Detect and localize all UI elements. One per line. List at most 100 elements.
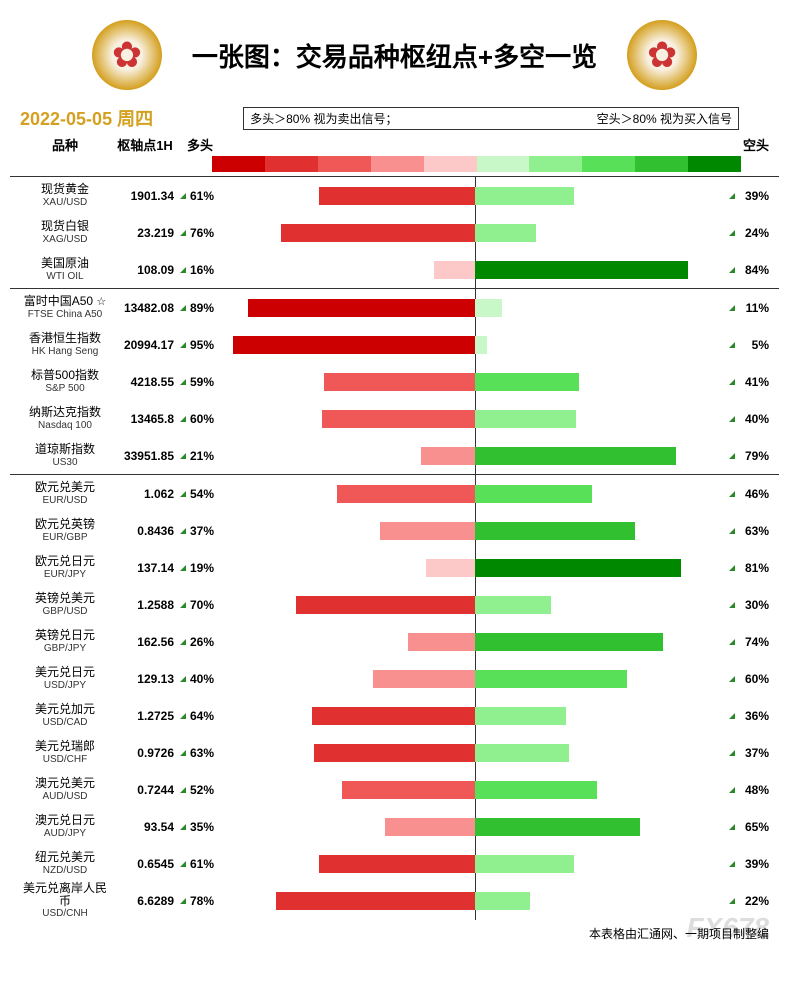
bear-bar	[475, 485, 592, 503]
bear-pct: 39%	[729, 189, 769, 203]
table-row: 现货黄金XAU/USD1901.3461%39%	[10, 177, 779, 214]
gradient-legend	[212, 156, 741, 172]
instrument-name: 富时中国A50 ☆FTSE China A50	[20, 295, 110, 319]
bear-bar	[475, 892, 531, 910]
bear-bar	[475, 410, 577, 428]
bull-bar	[337, 485, 474, 503]
instrument-name: 纽元兑美元NZD/USD	[20, 851, 110, 875]
instrument-name: 美元兑瑞郎USD/CHF	[20, 740, 110, 764]
bull-bar	[281, 224, 474, 242]
bar-area	[220, 373, 729, 391]
instrument-name: 美元兑日元USD/JPY	[20, 666, 110, 690]
gradient-seg-red	[212, 156, 265, 172]
date-row: 2022-05-05 周四 多头＞80% 视为卖出信号； 空头＞80% 视为买入…	[10, 105, 779, 131]
bar-area	[220, 336, 729, 354]
bear-bar	[475, 707, 567, 725]
bull-bar	[324, 373, 474, 391]
pivot-value: 162.56	[110, 635, 180, 649]
bear-pct: 65%	[729, 820, 769, 834]
bull-bar	[233, 336, 475, 354]
table-row: 美元兑加元USD/CAD1.272564%36%	[10, 697, 779, 734]
bear-bar	[475, 633, 663, 651]
pivot-value: 108.09	[110, 263, 180, 277]
table-row: 欧元兑日元EUR/JPY137.1419%81%	[10, 549, 779, 586]
bull-pct: 95%	[180, 338, 220, 352]
bear-bar	[475, 818, 640, 836]
header-pivot: 枢轴点1H	[110, 135, 180, 154]
bear-pct: 41%	[729, 375, 769, 389]
table-body: 现货黄金XAU/USD1901.3461%39%现货白银XAG/USD23.21…	[10, 176, 779, 919]
pivot-value: 1.062	[110, 487, 180, 501]
table-row: 纳斯达克指数Nasdaq 10013465.860%40%	[10, 400, 779, 437]
bear-bar	[475, 187, 574, 205]
table-row: 美元兑离岸人民币USD/CNH6.628978%22%	[10, 882, 779, 919]
bull-pct: 21%	[180, 449, 220, 463]
pivot-value: 1.2588	[110, 598, 180, 612]
bar-area	[220, 670, 729, 688]
page-title: 一张图：交易品种枢纽点+多空一览	[192, 37, 597, 74]
pivot-value: 1901.34	[110, 189, 180, 203]
bull-bar	[319, 855, 474, 873]
gradient-seg-green	[688, 156, 741, 172]
gradient-seg-green	[582, 156, 635, 172]
bear-pct: 81%	[729, 561, 769, 575]
logo-right	[627, 20, 697, 90]
bar-area	[220, 633, 729, 651]
bear-pct: 74%	[729, 635, 769, 649]
gradient-seg-red	[318, 156, 371, 172]
bear-pct: 24%	[729, 226, 769, 240]
instrument-name: 美元兑离岸人民币USD/CNH	[20, 882, 110, 919]
header: 一张图：交易品种枢纽点+多空一览	[10, 10, 779, 105]
pivot-value: 0.9726	[110, 746, 180, 760]
bear-bar	[475, 373, 579, 391]
group-section: 现货黄金XAU/USD1901.3461%39%现货白银XAG/USD23.21…	[10, 176, 779, 288]
instrument-name: 欧元兑日元EUR/JPY	[20, 555, 110, 579]
bull-pct: 19%	[180, 561, 220, 575]
bar-area	[220, 781, 729, 799]
pivot-value: 129.13	[110, 672, 180, 686]
table-row: 香港恒生指数HK Hang Seng20994.1795%5%	[10, 326, 779, 363]
pivot-value: 20994.17	[110, 338, 180, 352]
table-row: 美国原油WTI OIL108.0916%84%	[10, 251, 779, 288]
bull-pct: 76%	[180, 226, 220, 240]
gradient-seg-red	[371, 156, 424, 172]
bear-bar	[475, 261, 689, 279]
bear-pct: 22%	[729, 894, 769, 908]
bull-pct: 70%	[180, 598, 220, 612]
bear-pct: 5%	[729, 338, 769, 352]
table-row: 澳元兑日元AUD/JPY93.5435%65%	[10, 808, 779, 845]
pivot-value: 1.2725	[110, 709, 180, 723]
instrument-name: 英镑兑美元GBP/USD	[20, 592, 110, 616]
instrument-name: 美国原油WTI OIL	[20, 257, 110, 281]
bull-pct: 89%	[180, 301, 220, 315]
bear-bar	[475, 744, 569, 762]
bull-pct: 60%	[180, 412, 220, 426]
bull-bar	[408, 633, 474, 651]
bear-bar	[475, 670, 628, 688]
table-row: 现货白银XAG/USD23.21976%24%	[10, 214, 779, 251]
bull-pct: 26%	[180, 635, 220, 649]
bar-area	[220, 522, 729, 540]
bear-pct: 79%	[729, 449, 769, 463]
bar-area	[220, 892, 729, 910]
gradient-seg-green	[529, 156, 582, 172]
bar-area	[220, 261, 729, 279]
bar-area	[220, 299, 729, 317]
bear-bar	[475, 559, 681, 577]
legend-left: 多头＞80% 视为卖出信号；	[250, 110, 397, 127]
table-row: 欧元兑英镑EUR/GBP0.843637%63%	[10, 512, 779, 549]
bear-pct: 11%	[729, 301, 769, 315]
legend-box: 多头＞80% 视为卖出信号； 空头＞80% 视为买入信号	[243, 107, 739, 130]
table-row: 道琼斯指数US3033951.8521%79%	[10, 437, 779, 474]
bear-pct: 60%	[729, 672, 769, 686]
instrument-name: 美元兑加元USD/CAD	[20, 703, 110, 727]
bull-bar	[385, 818, 474, 836]
table-row: 英镑兑美元GBP/USD1.258870%30%	[10, 586, 779, 623]
header-bear: 空头	[729, 135, 769, 154]
header-name: 品种	[20, 135, 110, 154]
bear-bar	[475, 224, 536, 242]
bull-bar	[322, 410, 475, 428]
legend-right: 空头＞80% 视为买入信号	[597, 110, 732, 127]
bar-area	[220, 187, 729, 205]
bear-pct: 40%	[729, 412, 769, 426]
